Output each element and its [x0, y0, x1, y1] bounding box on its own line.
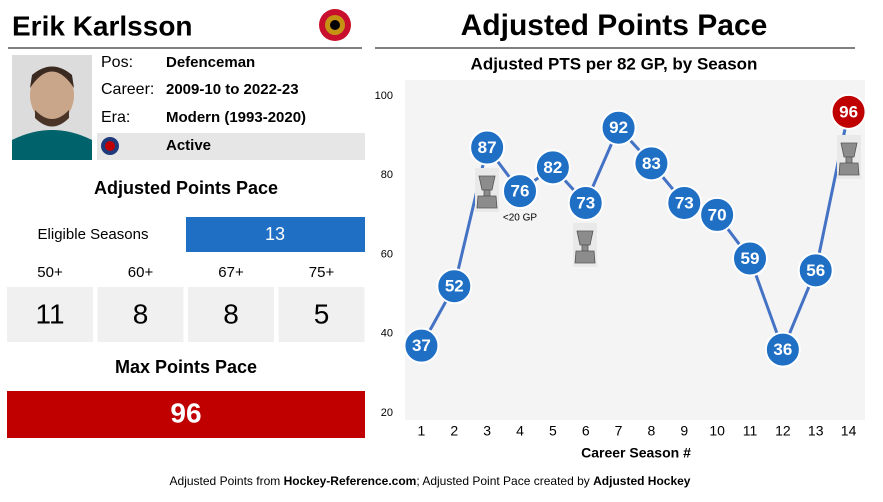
point-marker — [797, 252, 834, 289]
field-value: Modern (1993-2020) — [166, 109, 306, 126]
point-marker — [403, 327, 440, 364]
field-label: Career: — [101, 81, 154, 98]
chart-subtitle: Adjusted PTS per 82 GP, by Season — [471, 54, 758, 73]
threshold-label: 67+ — [218, 264, 244, 281]
field-label: Pos: — [101, 54, 133, 71]
y-tick-label: 100 — [375, 90, 393, 102]
trophy-icons — [475, 135, 861, 267]
threshold-label: 75+ — [309, 264, 335, 281]
threshold-label: 60+ — [128, 264, 154, 281]
data-label: 56 — [806, 261, 825, 280]
field-label: Era: — [101, 109, 130, 126]
x-tick-label: 9 — [680, 423, 688, 439]
x-tick-label: 14 — [841, 423, 857, 439]
y-tick-label: 20 — [381, 407, 393, 419]
point-marker — [436, 268, 473, 305]
player-name: Erik Karlsson — [12, 10, 193, 41]
threshold-box — [188, 287, 274, 342]
point-marker — [469, 129, 506, 166]
threshold-box — [278, 287, 365, 342]
point-marker — [699, 196, 736, 233]
x-tick-label: 7 — [615, 423, 623, 439]
annotation: <20 GP — [503, 213, 538, 224]
y-tick-label: 60 — [381, 248, 393, 260]
x-tick-label: 2 — [450, 423, 458, 439]
field-value: Active — [166, 137, 211, 154]
footer-source: Hockey-Reference.com — [284, 474, 417, 488]
threshold-count: 8 — [223, 298, 239, 329]
x-tick-label: 10 — [709, 423, 725, 439]
max-title: Max Points Pace — [115, 357, 257, 377]
x-tick-label: 11 — [743, 423, 758, 439]
hof-icon — [101, 137, 119, 155]
point-marker — [830, 93, 867, 130]
eligible-label: Eligible Seasons — [38, 226, 149, 243]
threshold-count: 11 — [35, 298, 64, 329]
threshold-label: 50+ — [37, 264, 63, 281]
threshold-count: 8 — [133, 298, 149, 329]
point-marker — [600, 109, 637, 146]
point-marker — [534, 149, 571, 186]
point-marker — [764, 331, 801, 368]
y-tick-label: 80 — [381, 169, 393, 181]
field-value: 2009-10 to 2022-23 — [166, 81, 299, 98]
data-label: 73 — [675, 193, 694, 212]
player-photo — [12, 55, 92, 160]
x-axis-label: Career Season # — [581, 445, 691, 461]
footer-credit: Adjusted Hockey — [593, 474, 691, 488]
point-marker — [567, 184, 604, 221]
data-label: 87 — [478, 138, 497, 157]
y-tick-label: 40 — [381, 328, 393, 340]
point-marker — [633, 145, 670, 182]
data-label: 73 — [576, 193, 595, 212]
data-label: 92 — [609, 118, 628, 137]
x-tick-label: 6 — [582, 423, 590, 439]
data-label: 83 — [642, 154, 661, 173]
team-logo — [319, 9, 351, 41]
x-tick-label: 3 — [483, 423, 491, 439]
section-title: Adjusted Points Pace — [94, 178, 278, 198]
point-marker — [732, 240, 768, 277]
x-tick-label: 12 — [775, 423, 791, 439]
x-tick-label: 4 — [516, 423, 524, 439]
x-tick-label: 5 — [549, 423, 557, 439]
x-tick-label: 13 — [808, 423, 824, 439]
data-label: 76 — [511, 182, 530, 201]
data-label: 52 — [445, 277, 464, 296]
data-label: 59 — [741, 249, 760, 268]
chart-title: Adjusted Points Pace — [461, 9, 768, 42]
data-label: 70 — [708, 205, 727, 224]
x-tick-label: 1 — [418, 423, 426, 439]
point-marker — [502, 173, 538, 210]
x-tick-label: 8 — [648, 423, 656, 439]
data-label: 96 — [839, 102, 858, 121]
threshold-count: 5 — [314, 298, 330, 329]
data-label: 82 — [543, 158, 562, 177]
max-box — [7, 391, 365, 438]
eligible-box — [186, 217, 365, 252]
footer: Adjusted Points from Hockey-Reference.co… — [170, 474, 691, 488]
threshold-box — [7, 287, 93, 342]
footer-text: Adjusted Points from — [170, 474, 284, 488]
field-value: Defenceman — [166, 54, 255, 71]
data-label: 36 — [773, 340, 792, 359]
threshold-box — [97, 287, 184, 342]
eligible-value: 13 — [265, 224, 285, 244]
point-marker — [666, 184, 703, 221]
footer-text: ; Adjusted Point Pace created by — [416, 474, 593, 488]
data-label: 37 — [412, 336, 431, 355]
max-value: 96 — [170, 397, 201, 428]
status-row-bg — [97, 133, 365, 160]
